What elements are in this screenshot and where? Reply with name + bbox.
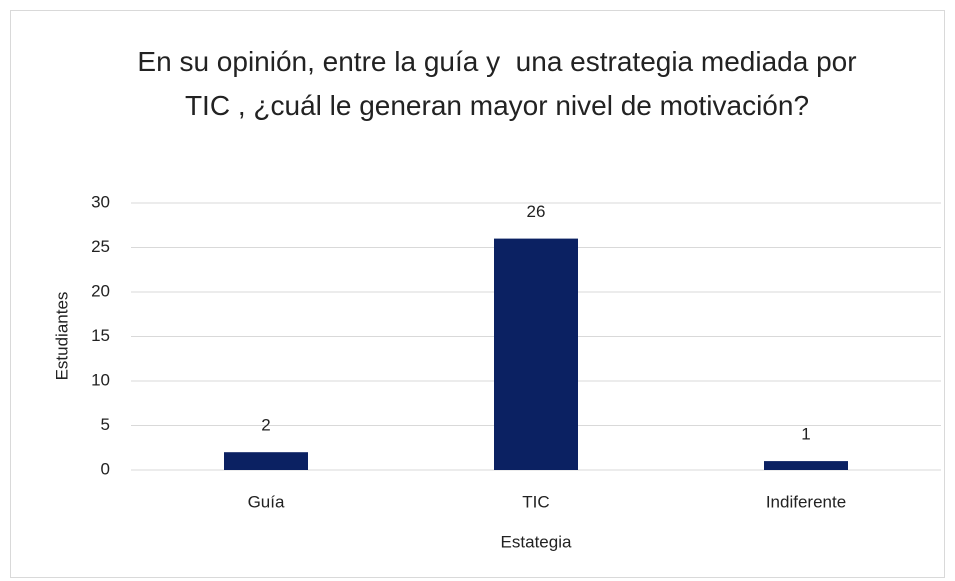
x-tick-label: Guía bbox=[248, 492, 285, 511]
x-tick-label: Indiferente bbox=[766, 492, 846, 511]
x-tick-label: TIC bbox=[522, 492, 549, 511]
data-label: 1 bbox=[801, 425, 810, 444]
y-tick-label: 30 bbox=[91, 192, 110, 211]
data-label: 2 bbox=[261, 416, 270, 435]
chart-border bbox=[10, 10, 945, 578]
bar bbox=[764, 461, 848, 470]
y-tick-label: 15 bbox=[91, 326, 110, 345]
bar bbox=[494, 238, 578, 470]
data-label: 26 bbox=[527, 202, 546, 221]
chart-title: En su opinión, entre la guía y una estra… bbox=[137, 46, 857, 121]
bar bbox=[224, 452, 308, 470]
y-tick-label: 5 bbox=[101, 415, 110, 434]
x-axis-label: Estategia bbox=[501, 532, 572, 551]
y-tick-label: 25 bbox=[91, 237, 110, 256]
y-axis-label: Estudiantes bbox=[52, 292, 71, 381]
y-tick-label: 0 bbox=[101, 459, 110, 478]
y-tick-label: 10 bbox=[91, 370, 110, 389]
y-tick-label: 20 bbox=[91, 281, 110, 300]
